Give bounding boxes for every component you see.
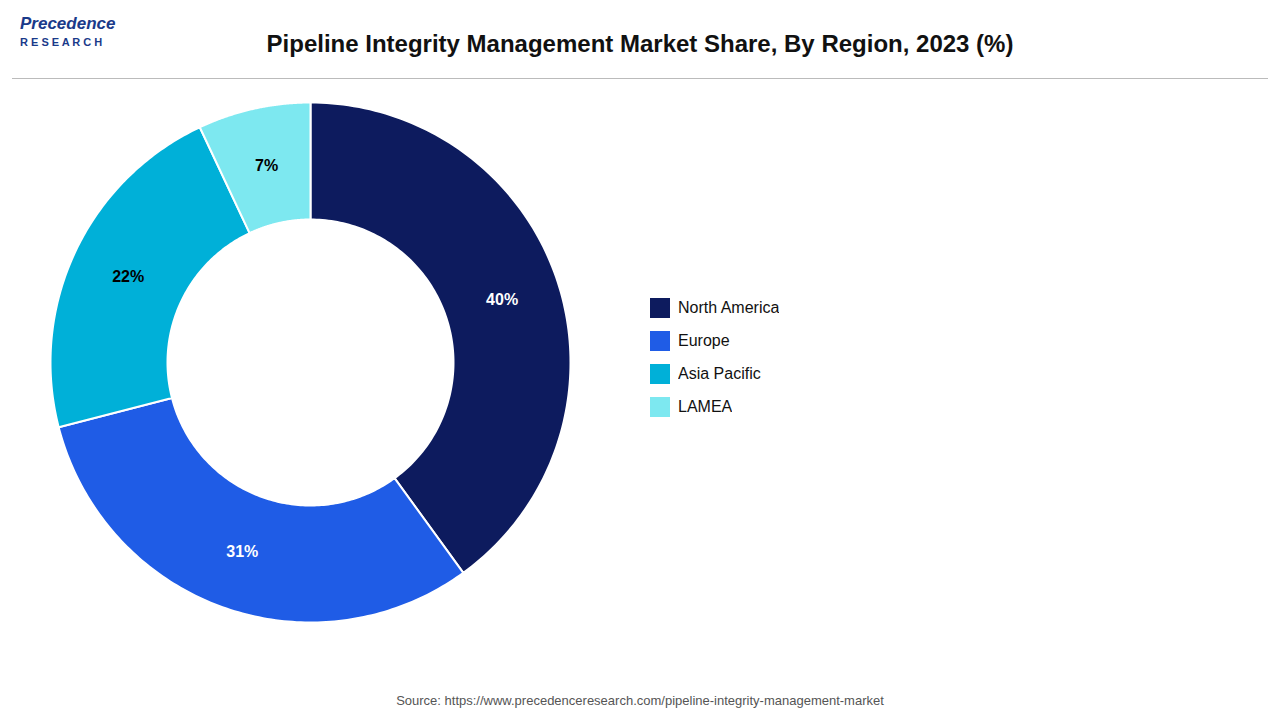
html-text:LAMEA: LAMEA bbox=[678, 398, 733, 415]
svg-text:7%: 7% bbox=[255, 157, 278, 174]
html-text:Pipeline Integrity Management: Pipeline Integrity Management Market Sha… bbox=[266, 30, 1014, 57]
svg-text:31%: 31% bbox=[226, 543, 258, 560]
html-text:R E S E A R C H: R E S E A R C H bbox=[20, 36, 103, 48]
html-text:North America: North America bbox=[678, 299, 780, 316]
svg-text:40%: 40% bbox=[486, 291, 518, 308]
svg-text:22%: 22% bbox=[112, 268, 144, 285]
html-text:Asia Pacific: Asia Pacific bbox=[678, 365, 761, 382]
html-text:Europe: Europe bbox=[678, 332, 730, 349]
html-text:Source: https://www.precedence: Source: https://www.precedenceresearch.c… bbox=[396, 693, 884, 708]
html-text:Precedence: Precedence bbox=[20, 14, 116, 33]
